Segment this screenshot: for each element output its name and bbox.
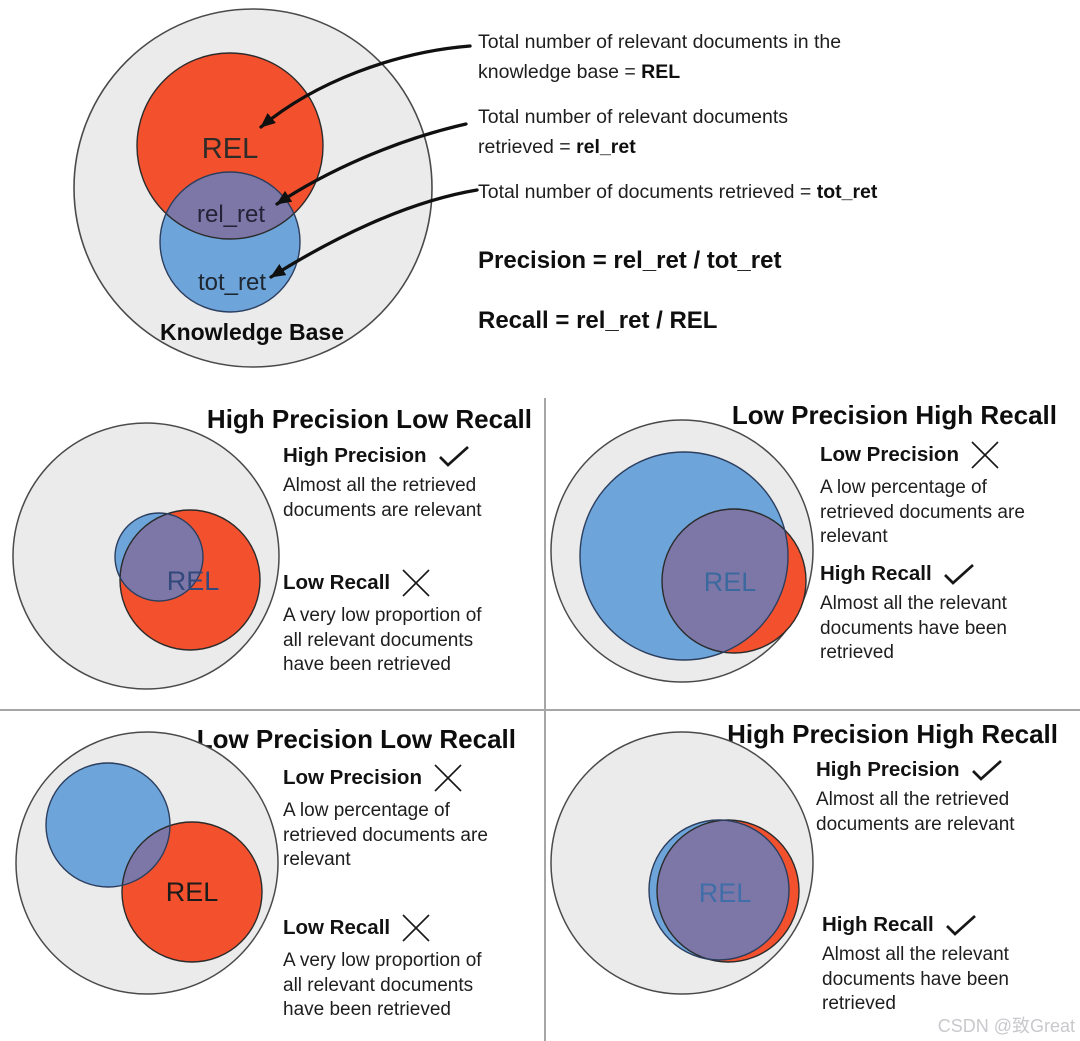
rel-label: REL <box>202 133 258 165</box>
q3-low-precision-label: Low Precision <box>283 763 488 793</box>
q1-retrieved-outline <box>114 512 204 602</box>
annotation-line: retrieved = rel_ret <box>478 136 636 158</box>
q2-high-recall-label: High Recall <box>820 562 1007 586</box>
cross-icon <box>971 441 999 469</box>
check-icon <box>945 914 976 936</box>
item-label-text: Low Recall <box>283 571 391 594</box>
watermark: CSDN @致Great <box>937 1016 1075 1036</box>
item-label-text: Low Precision <box>283 766 422 789</box>
q1-low-recall-note: Low Recall A very low proportion of all … <box>283 568 482 678</box>
cross-icon <box>434 764 462 792</box>
q2-low-precision-note: Low Precision A low percentage of retrie… <box>820 440 1025 550</box>
q1-rel-label: REL <box>167 566 220 596</box>
q4-high-recall-note: High Recall Almost all the relevant docu… <box>822 913 1009 1014</box>
q1-title: High Precision Low Recall <box>206 404 532 434</box>
q2-relevant-outline <box>661 508 807 654</box>
annotation-rel-text: Total number of relevant documents in th… <box>478 27 841 87</box>
overlap-region <box>160 172 300 239</box>
annotation-line: Total number of documents retrieved = to… <box>478 181 878 203</box>
q4-high-precision-note: High Precision Almost all the retrieved … <box>816 758 1015 835</box>
q3-retrieved-outline <box>45 762 171 888</box>
item-label-text: Low Precision <box>820 443 959 466</box>
q4-high-precision-label: High Precision <box>816 758 1015 782</box>
cross-icon <box>402 569 430 597</box>
precision-formula: Precision = rel_ret / tot_ret <box>478 247 782 274</box>
q2-overlap-region <box>662 509 788 653</box>
horizontal-divider <box>0 709 1080 711</box>
knowledge-base-venn: REL rel_ret tot_ret Knowledge Base <box>73 8 433 368</box>
knowledge-base-label: Knowledge Base <box>160 319 344 345</box>
q4-rel-label: REL <box>699 878 752 908</box>
q1-high-precision-label: High Precision <box>283 444 482 468</box>
q3-low-recall-note: Low Recall A very low proportion of all … <box>283 913 482 1023</box>
check-icon <box>438 445 469 467</box>
item-label-text: High Recall <box>820 562 932 585</box>
annotation-rel-ret-text: Total number of relevant documents retri… <box>478 102 788 162</box>
q2-venn: REL <box>550 419 814 683</box>
q3-venn: REL <box>15 731 279 995</box>
q2-title: Low Precision High Recall <box>731 400 1057 430</box>
q3-low-precision-note: Low Precision A low percentage of retrie… <box>283 763 488 873</box>
item-label-text: High Precision <box>283 444 427 467</box>
q3-low-recall-label: Low Recall <box>283 913 482 943</box>
q3-title: Low Precision Low Recall <box>196 724 516 754</box>
q4-retrieved-outline <box>648 819 790 961</box>
q1-venn: REL <box>12 422 280 690</box>
q1-low-recall-label: Low Recall <box>283 568 482 598</box>
q2-rel-label: REL <box>704 567 757 597</box>
q3-overlap-region <box>122 822 170 887</box>
annotation-tot-ret-text: Total number of documents retrieved = to… <box>478 177 877 207</box>
q1-relevant-outline <box>119 509 261 651</box>
check-icon <box>971 759 1002 781</box>
rel-ret-label: rel_ret <box>197 201 265 228</box>
annotation-line: Total number of relevant documents in th… <box>478 31 842 53</box>
check-icon <box>943 563 974 585</box>
q4-overlap-region <box>657 820 789 960</box>
q2-retrieved-outline <box>579 451 789 661</box>
annotation-line: knowledge base = REL <box>478 61 681 83</box>
item-label-text: Low Recall <box>283 916 391 939</box>
vertical-divider <box>544 398 546 1041</box>
cross-icon <box>402 914 430 942</box>
annotation-line: Total number of relevant documents <box>478 106 789 128</box>
q4-title: High Precision High Recall <box>727 719 1058 749</box>
item-label-text: High Recall <box>822 913 934 936</box>
item-label-text: High Precision <box>816 758 960 781</box>
q2-low-precision-label: Low Precision <box>820 440 1025 470</box>
q3-relevant-outline <box>121 821 263 963</box>
q3-rel-label: REL <box>166 877 219 907</box>
q4-high-recall-label: High Recall <box>822 913 1009 937</box>
q1-high-precision-note: High Precision Almost all the retrieved … <box>283 444 482 521</box>
q4-venn: REL <box>550 731 814 995</box>
tot-ret-label: tot_ret <box>198 269 266 296</box>
recall-formula: Recall = rel_ret / REL <box>478 307 718 334</box>
q2-high-recall-note: High Recall Almost all the relevant docu… <box>820 562 1007 663</box>
